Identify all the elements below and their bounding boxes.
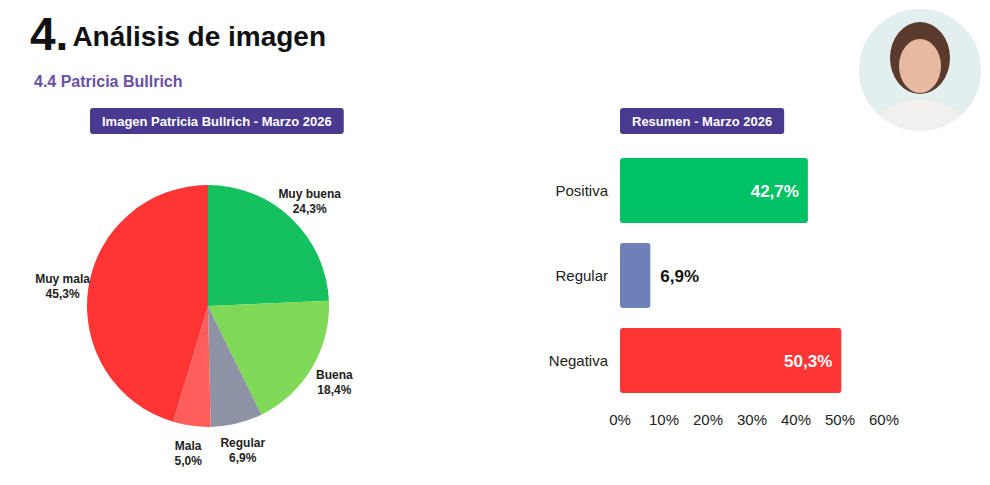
slice-category: Buena — [316, 368, 353, 382]
bar-labels: Positiva 42,7% Regular 6,9% Negativa 50,3% — [549, 182, 833, 371]
bar-value: 6,9% — [660, 267, 699, 286]
x-tick — [664, 403, 665, 406]
bar — [620, 158, 808, 223]
photo-face — [899, 39, 941, 93]
panel-title-bg — [90, 108, 344, 134]
slice-category: Mala — [175, 439, 202, 453]
x-tick-label: 30% — [737, 411, 767, 428]
slice-category: Muy buena — [278, 187, 341, 201]
x-tick — [884, 403, 885, 406]
slice-value: 18,4% — [317, 383, 351, 397]
slice-category: Muy mala — [35, 272, 90, 286]
pie — [87, 185, 329, 427]
x-tick — [708, 403, 709, 406]
x-tick-label: 20% — [693, 411, 723, 428]
pie-slice — [87, 185, 208, 422]
x-tick-label: 10% — [649, 411, 679, 428]
bar — [620, 328, 841, 393]
panel-title-bg — [620, 108, 784, 134]
x-tick — [840, 403, 841, 406]
pie-labels: Muy buena24,3% Buena18,4% Regular6,9% Mala5… — [35, 187, 353, 468]
x-tick — [796, 403, 797, 406]
bars — [620, 158, 841, 393]
x-tick-label: 0% — [609, 411, 631, 428]
slice-value: 45,3% — [46, 287, 80, 301]
pie-slice — [208, 185, 329, 306]
slide: 4.Análisis de imagen 4.4 Patricia Bullric… — [0, 0, 990, 485]
bar — [620, 243, 650, 308]
photo-body — [862, 100, 978, 200]
bar-value: 42,7% — [751, 182, 799, 201]
x-tick — [620, 403, 621, 406]
category-label: Regular — [555, 267, 608, 284]
x-axis: 0% 10% 20% 30% 40% 50% 60% — [609, 403, 899, 428]
section-number: 4. — [30, 8, 68, 60]
section-title: Análisis de imagen — [72, 21, 326, 52]
category-label: Positiva — [555, 182, 608, 199]
photo-hair — [890, 22, 950, 94]
photo — [855, 5, 985, 200]
x-tick-label: 50% — [825, 411, 855, 428]
x-tick — [752, 403, 753, 406]
subtitle: 4.4 Patricia Bullrich — [34, 73, 183, 90]
panel-title: Resumen - Marzo 2026 — [620, 108, 784, 134]
category-label: Negativa — [549, 352, 609, 369]
panel-title: Imagen Patricia Bullrich - Marzo 2026 — [90, 108, 344, 134]
slice-value: 24,3% — [293, 202, 327, 216]
pie-slice — [208, 306, 261, 427]
x-tick-label: 60% — [869, 411, 899, 428]
slice-value: 5,0% — [175, 454, 203, 468]
slice-category: Regular — [220, 436, 265, 450]
panel-title-text: Resumen - Marzo 2026 — [632, 114, 772, 129]
x-tick-label: 40% — [781, 411, 811, 428]
photo-ring — [858, 8, 982, 132]
slice-value: 6,9% — [229, 451, 257, 465]
panel-title-text: Imagen Patricia Bullrich - Marzo 2026 — [102, 114, 332, 129]
bar-value: 50,3% — [784, 352, 832, 371]
